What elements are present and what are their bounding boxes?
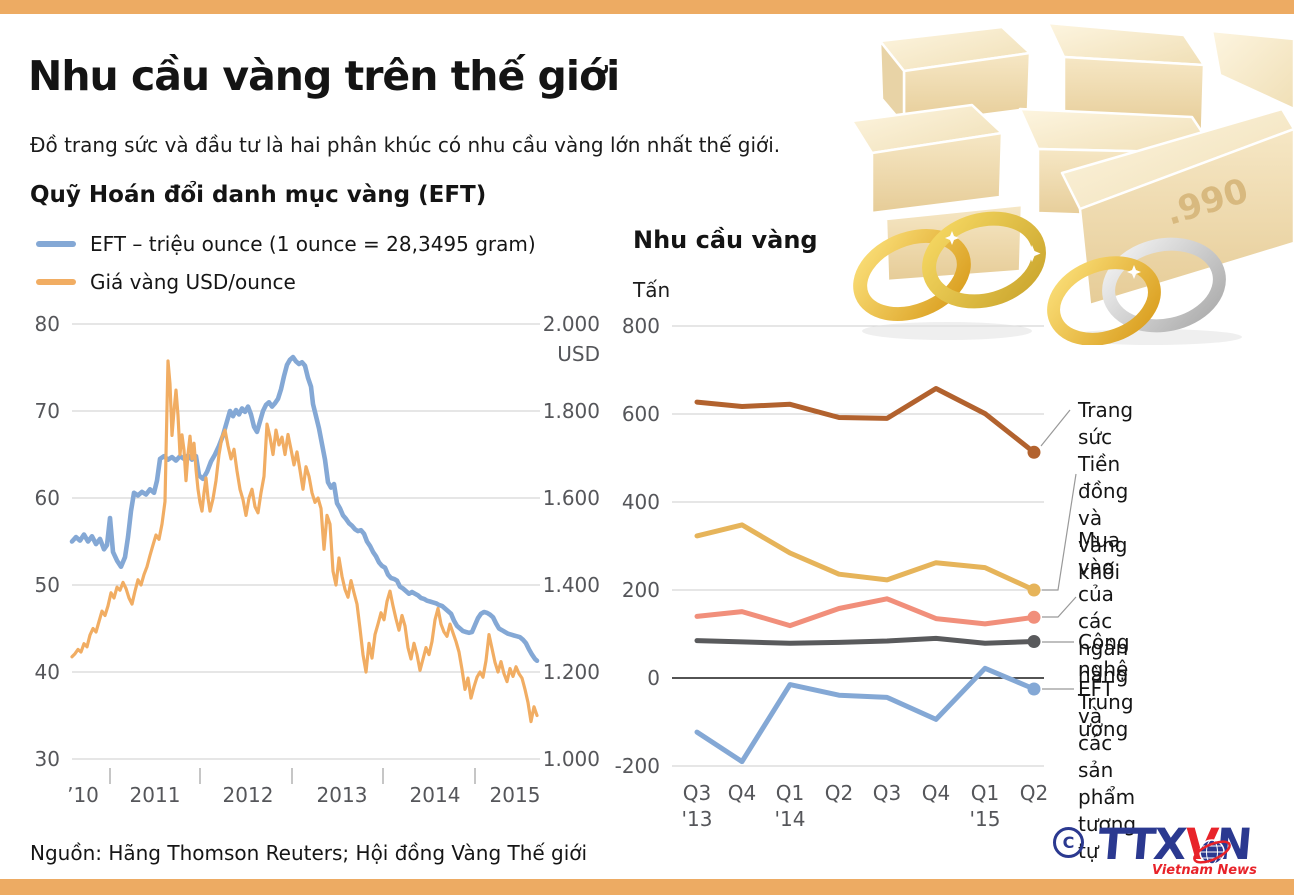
series-label-1: Tiền đồng và vàng khối (1078, 451, 1128, 586)
right-chart-unit-label: Tấn (633, 278, 671, 302)
left-axis-tick: 60 (34, 486, 60, 510)
legend-item-1: Giá vàng USD/ounce (36, 263, 536, 301)
left-chart-year-label: 2013 (316, 783, 368, 807)
right-axis-tick: 2.000 (542, 312, 600, 336)
right-axis-tick: 1.600 (542, 486, 600, 510)
right-chart-quarter-label: Q1 (775, 781, 805, 805)
left-axis-tick: 50 (34, 573, 60, 597)
left-chart-year-label: 2015 (489, 783, 541, 807)
left-chart-year-label: ’10 (67, 783, 99, 807)
series-label-3: Công nghệ (1078, 629, 1130, 683)
right-axis-unit: USD (557, 342, 600, 366)
bottom-accent-bar (0, 879, 1294, 895)
legend-dash-icon (36, 241, 76, 247)
left-axis-tick: 40 (34, 660, 60, 684)
left-chart-year-label: 2014 (409, 783, 461, 807)
series-label-line: EFT (1078, 677, 1115, 701)
right-chart-quarter-label: Q4 (921, 781, 951, 805)
source-credit: Nguồn: Hãng Thomson Reuters; Hội đồng Và… (30, 841, 588, 865)
right-axis-tick: 1.000 (542, 747, 600, 771)
right-axis-tick: 1.200 (542, 660, 600, 684)
series-label-line: Trang sức (1078, 398, 1134, 449)
right-axis-tick: 0 (647, 666, 660, 690)
left-axis-tick: 70 (34, 399, 60, 423)
page-title: Nhu cầu vàng trên thế giới (28, 52, 620, 100)
right-chart-quarter-label: Q3 (872, 781, 902, 805)
series-label-line: Tiền đồng (1078, 452, 1129, 503)
right-chart-year-label: '15 (969, 807, 1001, 831)
series-label-line: Trung ương (1078, 690, 1134, 741)
right-axis-tick: 1.400 (542, 573, 600, 597)
right-chart-quarter-label: Q3 (682, 781, 712, 805)
left-chart-year-label: 2012 (222, 783, 274, 807)
right-axis-tick: 200 (621, 578, 660, 602)
legend-label: Giá vàng USD/ounce (90, 270, 296, 294)
right-chart-year-label: '13 (681, 807, 713, 831)
series-label-2: Mua vào của các ngân hàng Trung ương (1078, 527, 1134, 743)
left-axis-tick: 80 (34, 312, 60, 336)
series-label-4: EFT và các sản phẩm tương tự (1078, 676, 1136, 865)
left-axis-tick: 30 (34, 747, 60, 771)
right-axis-tick: 400 (621, 490, 660, 514)
right-chart-quarter-label: Q4 (727, 781, 757, 805)
series-label-line: của các ngân hàng (1078, 582, 1129, 687)
right-axis-tick: 600 (621, 402, 660, 426)
legend-dash-icon (36, 279, 76, 285)
legend-item-0: EFT – triệu ounce (1 ounce = 28,3495 gra… (36, 225, 536, 263)
right-chart-quarter-label: Q2 (1019, 781, 1049, 805)
left-chart-title: Quỹ Hoán đổi danh mục vàng (EFT) (30, 182, 487, 208)
left-chart-legend: EFT – triệu ounce (1 ounce = 28,3495 gra… (36, 225, 536, 301)
right-chart-title: Nhu cầu vàng (633, 226, 818, 254)
top-accent-bar (0, 0, 1294, 14)
series-label-line: Công nghệ (1078, 630, 1130, 681)
right-axis-tick: 800 (621, 314, 660, 338)
legend-label: EFT – triệu ounce (1 ounce = 28,3495 gra… (90, 232, 536, 256)
copyright-icon: C (1053, 827, 1084, 858)
series-label-line: và vàng khối (1078, 506, 1128, 584)
series-label-line: Mua vào (1078, 528, 1121, 579)
left-chart-year-label: 2011 (129, 783, 181, 807)
page-subtitle: Đồ trang sức và đầu tư là hai phân khúc … (30, 133, 781, 157)
right-axis-tick: 1.800 (542, 399, 600, 423)
right-chart-year-label: '14 (774, 807, 806, 831)
right-axis-tick: -200 (614, 754, 660, 778)
series-label-line: và các sản phẩm (1078, 704, 1136, 809)
right-chart-quarter-label: Q2 (824, 781, 854, 805)
series-label-0: Trang sức (1078, 397, 1133, 451)
right-chart-quarter-label: Q1 (970, 781, 1000, 805)
